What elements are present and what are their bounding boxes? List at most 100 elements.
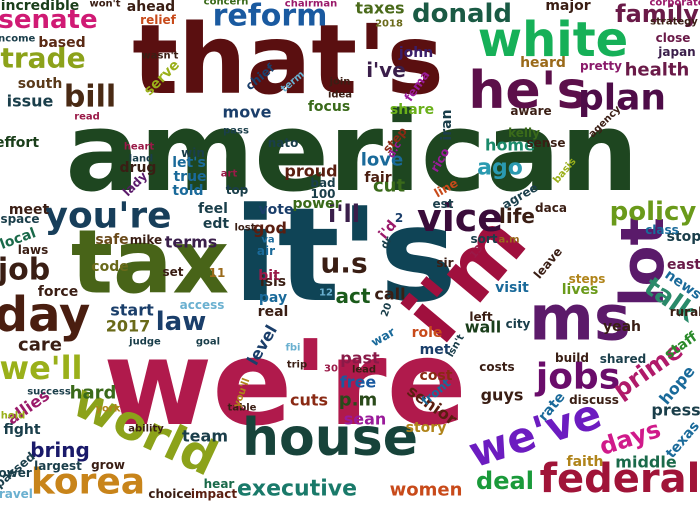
word-sense: sense — [526, 136, 565, 150]
word-class: class — [645, 223, 679, 237]
word-women: women — [390, 480, 463, 501]
word-lost: lost — [234, 223, 255, 234]
word-guys: guys — [481, 386, 524, 405]
word-set: set — [162, 265, 183, 279]
word-proud: proud — [284, 162, 337, 181]
word-yeah: yeah — [603, 319, 641, 335]
word-art: art — [221, 169, 238, 180]
word-fight: fight — [3, 422, 40, 438]
word-true: true — [173, 169, 206, 185]
word-won-t: won't — [89, 0, 120, 10]
word-based: based — [38, 35, 85, 51]
word-sort: sort — [470, 232, 497, 246]
word-left: left — [469, 310, 492, 324]
word-iran: iran — [439, 109, 455, 140]
word-bad: bad — [310, 176, 335, 190]
word-table: table — [228, 403, 257, 414]
word-hard: hard — [70, 383, 117, 404]
word-aware: aware — [510, 104, 551, 118]
word-policy: policy — [610, 197, 697, 227]
word-white: white — [478, 12, 628, 68]
word-fbi: fbi — [286, 343, 301, 354]
word-bill: bill — [64, 80, 116, 115]
word-lot: lot — [608, 217, 678, 307]
word-issue: issue — [7, 92, 54, 111]
word-tax: tax — [71, 211, 229, 314]
word-nato: nato — [268, 136, 299, 150]
word-executive: executive — [237, 477, 357, 502]
word-chairman: chairman — [285, 0, 337, 10]
word-pass: pass — [223, 126, 249, 137]
word-2: 2 — [395, 211, 403, 225]
word-team: team — [182, 427, 228, 446]
word-south: south — [18, 76, 63, 92]
word-taxes: taxes — [355, 0, 404, 18]
word-family: family — [615, 0, 699, 28]
word-dr: dr — [379, 235, 395, 251]
word-stop: stop — [667, 229, 700, 245]
word-ms: ms — [529, 282, 631, 355]
word-heart: heart — [124, 142, 155, 153]
word-top: top — [226, 183, 249, 197]
word-code: code — [91, 259, 128, 275]
word-lives: lives — [562, 282, 599, 298]
word-i-ll: i'll — [328, 200, 360, 228]
word-u-s: u.s — [320, 247, 367, 280]
word-close: close — [656, 31, 691, 45]
word-join: join — [329, 77, 351, 88]
word-you-re: you're — [44, 196, 171, 237]
word-safe: safe — [95, 232, 128, 248]
word-he-s: he's — [468, 61, 587, 121]
word-share: share — [390, 102, 434, 118]
word-rural: rural — [670, 305, 700, 319]
word-home: home — [485, 136, 535, 155]
word-20: 20 — [379, 302, 394, 319]
word-it-s: it's — [233, 179, 457, 331]
word-corporate: corporate — [650, 0, 700, 9]
word-read: read — [74, 112, 100, 123]
word-a-m: a.m — [499, 235, 520, 246]
word-ability: ability — [128, 424, 164, 435]
word-va: va — [261, 235, 274, 246]
word-heard: heard — [520, 55, 566, 71]
word-role: role — [412, 325, 443, 341]
word-life: life — [499, 204, 535, 228]
word-i-ve: i've — [366, 58, 406, 82]
word-discuss: discuss — [569, 393, 619, 407]
word-cost: cost — [420, 368, 453, 384]
word-day: day — [0, 287, 90, 343]
word-trade: trade — [0, 42, 85, 75]
word-steps: steps — [569, 272, 606, 286]
word-daca: daca — [535, 201, 567, 215]
word-that-s: that's — [132, 4, 443, 116]
word-trip: trip — [287, 360, 307, 371]
word-costs: costs — [479, 360, 514, 374]
word-faith: faith — [567, 454, 604, 470]
word-11: 11 — [209, 266, 226, 280]
word-grow: grow — [91, 458, 125, 472]
word-access: access — [180, 298, 225, 312]
word-east: east — [667, 257, 700, 273]
word-pay: pay — [259, 290, 287, 306]
word-sir: sir — [436, 256, 453, 270]
word-p-m: p.m — [339, 390, 377, 411]
word-12: 12 — [319, 288, 333, 299]
word-ahead: ahead — [127, 0, 175, 15]
word-wall: wall — [465, 318, 502, 337]
word-korea: korea — [31, 462, 145, 503]
word-cut: cut — [373, 176, 405, 197]
word-lead: lead — [352, 365, 376, 376]
word-feel: feel — [198, 201, 228, 217]
word-laws: laws — [18, 243, 48, 257]
word-job: job — [0, 253, 50, 288]
word-love: love — [361, 150, 403, 171]
word-plan: plan — [578, 78, 666, 119]
word-idea: idea — [328, 90, 352, 101]
word-force: force — [38, 284, 78, 300]
word-vote: vote — [259, 202, 294, 218]
word-york: york — [96, 404, 121, 415]
word-2017: 2017 — [106, 317, 151, 336]
word-drug: drug — [120, 160, 157, 176]
